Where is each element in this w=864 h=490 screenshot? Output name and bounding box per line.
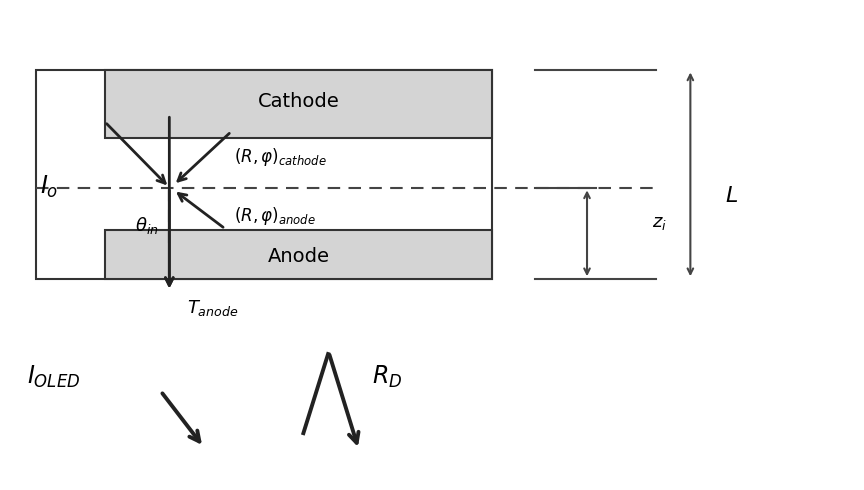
Bar bbox=[105, 70, 492, 138]
Text: $T_{anode}$: $T_{anode}$ bbox=[187, 298, 238, 318]
Text: $(R,\varphi)_{anode}$: $(R,\varphi)_{anode}$ bbox=[234, 205, 315, 227]
Text: $R_D$: $R_D$ bbox=[372, 364, 402, 390]
Text: $(R,\varphi)_{cathode}$: $(R,\varphi)_{cathode}$ bbox=[234, 147, 327, 168]
Text: $z_i$: $z_i$ bbox=[651, 214, 666, 232]
Bar bbox=[35, 70, 492, 279]
Text: Cathode: Cathode bbox=[257, 92, 340, 111]
Text: $L$: $L$ bbox=[725, 186, 738, 206]
Text: $I_o$: $I_o$ bbox=[40, 173, 59, 199]
Text: Anode: Anode bbox=[268, 247, 329, 266]
Text: $I_{OLED}$: $I_{OLED}$ bbox=[28, 364, 81, 390]
Bar bbox=[105, 230, 492, 279]
Text: $\theta_{in}$: $\theta_{in}$ bbox=[135, 215, 158, 236]
